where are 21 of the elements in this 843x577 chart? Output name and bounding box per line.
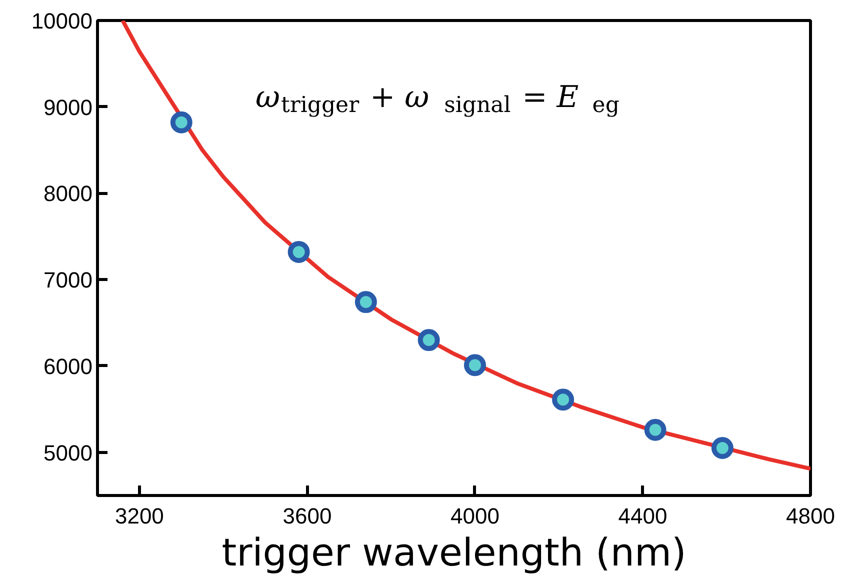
point	[644, 418, 666, 441]
point	[711, 437, 734, 459]
x-tick-label: 4000	[450, 504, 500, 528]
point	[464, 354, 486, 376]
point	[288, 240, 310, 263]
x-tick-label: 4800	[786, 504, 835, 528]
point	[170, 111, 192, 134]
x-tick-label: 3600	[282, 504, 332, 528]
x-axis-title: trigger wavelength (nm)	[222, 530, 686, 574]
point	[552, 388, 574, 411]
y-tick-label: 9000	[44, 94, 93, 120]
x-tick-label: 3200	[114, 504, 164, 528]
y-tick-label: 8000	[44, 181, 93, 206]
y-tick-label: 6000	[44, 354, 93, 379]
line-series	[120, 20, 810, 471]
x-tick-label: 4400	[618, 504, 668, 528]
y-tick-label: 5000	[44, 440, 93, 466]
y-tick-label: 10000	[31, 8, 93, 34]
point	[354, 291, 377, 314]
y-tick-label: 7000	[44, 268, 93, 293]
point	[418, 329, 440, 352]
